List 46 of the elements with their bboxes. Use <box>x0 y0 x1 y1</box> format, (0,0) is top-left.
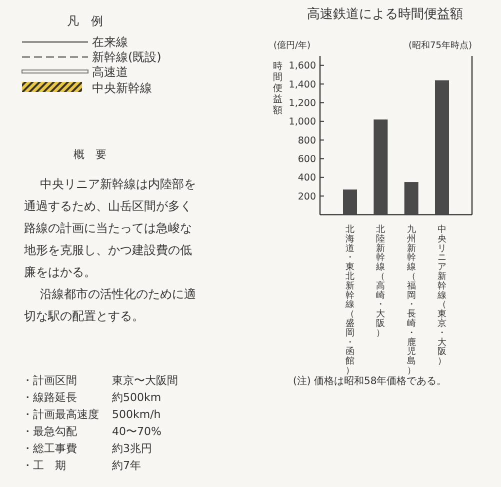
text: 中央リニア新幹線は内陸部を <box>40 177 196 191</box>
y-tick-label: 1,200 <box>288 98 316 109</box>
bar <box>435 80 449 215</box>
text: 路線の計画に当たっては急峻な <box>24 221 192 235</box>
text: 切な駅の配置とする。 <box>24 309 144 323</box>
y-tick-label: 1,600 <box>288 60 316 72</box>
text: 約3兆円 <box>112 442 152 455</box>
text: 高速道 <box>92 65 128 79</box>
text: 新幹線(既設) <box>92 50 162 64</box>
category-label: 北海道・東北新幹線（盛岡・函館） <box>346 225 354 376</box>
text: ・最急勾配 <box>22 425 77 438</box>
y-axis-title: 時間便益額 <box>273 60 283 116</box>
text: (昭和75年時点) <box>408 40 472 51</box>
text: 概 要 <box>74 148 106 161</box>
text: (億円/年) <box>273 40 311 51</box>
category-label: 九州新幹線（福岡・長崎・鹿児島） <box>406 225 416 376</box>
text: ・計画最高速度 <box>22 408 99 421</box>
y-tick-label: 400 <box>298 172 316 184</box>
text: 通過するため、山岳区間が多く <box>24 199 192 213</box>
category-label: 中央リニア新幹線（東京・大阪） <box>438 225 446 367</box>
text: 中央新幹線 <box>92 81 152 95</box>
text: 500km/h <box>112 408 161 421</box>
text: 約7年 <box>112 459 141 472</box>
y-tick-label: 800 <box>298 135 316 146</box>
text: ・工 期 <box>22 459 66 472</box>
text: ・総工事費 <box>22 442 77 455</box>
text: 在来線 <box>92 35 128 49</box>
y-tick-label: 1,000 <box>288 116 316 128</box>
text: 廉をはかる。 <box>24 265 96 279</box>
text: 凡 例 <box>67 14 103 28</box>
y-tick-label: 600 <box>298 154 316 166</box>
category-label: 北陸新幹線（高崎・大阪） <box>376 225 386 338</box>
text: ・計画区間 <box>22 374 77 387</box>
text: 東京〜大阪間 <box>112 374 178 387</box>
text: (注) 価格は昭和58年価格である。 <box>293 375 447 387</box>
text: 約500km <box>112 391 162 404</box>
text: 地形を克服し、かつ建設費の低 <box>23 243 192 257</box>
chart-title: 高速鉄道による時間便益額 <box>307 6 463 22</box>
y-tick-label: 200 <box>298 191 316 202</box>
y-tick-label: 1,400 <box>288 79 316 90</box>
text: ・線路延長 <box>22 391 77 404</box>
bar <box>343 189 357 215</box>
bar <box>374 119 388 215</box>
bar <box>404 182 418 215</box>
text: 沿線都市の活性化のために適 <box>40 287 196 301</box>
text: 40〜70% <box>112 425 162 438</box>
